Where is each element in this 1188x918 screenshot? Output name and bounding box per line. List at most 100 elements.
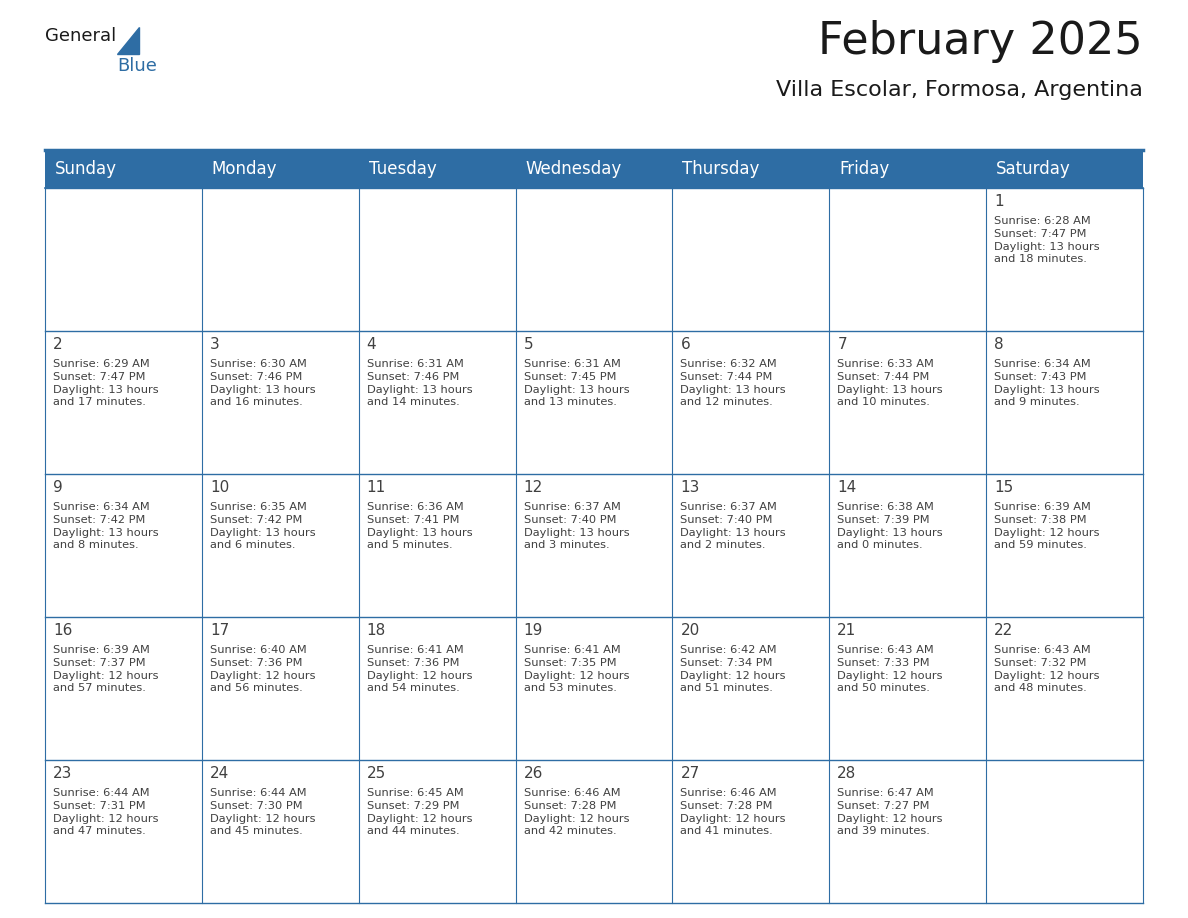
Text: Sunrise: 6:34 AM
Sunset: 7:43 PM
Daylight: 13 hours
and 9 minutes.: Sunrise: 6:34 AM Sunset: 7:43 PM Dayligh…	[994, 359, 1100, 408]
Bar	[359, 617, 516, 760]
Text: Sunrise: 6:32 AM
Sunset: 7:44 PM
Daylight: 13 hours
and 12 minutes.: Sunrise: 6:32 AM Sunset: 7:44 PM Dayligh…	[681, 359, 786, 408]
Bar	[829, 474, 986, 617]
Text: 7: 7	[838, 337, 847, 352]
Text: Sunrise: 6:40 AM
Sunset: 7:36 PM
Daylight: 12 hours
and 56 minutes.: Sunrise: 6:40 AM Sunset: 7:36 PM Dayligh…	[210, 645, 315, 693]
Text: General: General	[45, 27, 116, 45]
Bar	[45, 150, 1143, 188]
Text: 16: 16	[53, 623, 72, 638]
Text: 20: 20	[681, 623, 700, 638]
Text: Villa Escolar, Formosa, Argentina: Villa Escolar, Formosa, Argentina	[776, 80, 1143, 100]
Text: 23: 23	[53, 766, 72, 781]
Bar	[516, 760, 672, 903]
Bar	[672, 760, 829, 903]
Text: Sunrise: 6:42 AM
Sunset: 7:34 PM
Daylight: 12 hours
and 51 minutes.: Sunrise: 6:42 AM Sunset: 7:34 PM Dayligh…	[681, 645, 786, 693]
Text: Sunrise: 6:41 AM
Sunset: 7:35 PM
Daylight: 12 hours
and 53 minutes.: Sunrise: 6:41 AM Sunset: 7:35 PM Dayligh…	[524, 645, 630, 693]
Text: Sunrise: 6:41 AM
Sunset: 7:36 PM
Daylight: 12 hours
and 54 minutes.: Sunrise: 6:41 AM Sunset: 7:36 PM Dayligh…	[367, 645, 472, 693]
Bar	[672, 188, 829, 331]
Text: 21: 21	[838, 623, 857, 638]
Text: 6: 6	[681, 337, 690, 352]
Bar	[359, 760, 516, 903]
Text: 19: 19	[524, 623, 543, 638]
Polygon shape	[116, 27, 139, 54]
Text: Blue: Blue	[116, 57, 157, 75]
Text: 27: 27	[681, 766, 700, 781]
Text: 9: 9	[53, 480, 63, 495]
Text: Friday: Friday	[839, 160, 890, 178]
Bar	[516, 188, 672, 331]
Text: Sunrise: 6:31 AM
Sunset: 7:46 PM
Daylight: 13 hours
and 14 minutes.: Sunrise: 6:31 AM Sunset: 7:46 PM Dayligh…	[367, 359, 473, 408]
Bar	[672, 331, 829, 474]
Bar	[829, 331, 986, 474]
Bar	[45, 331, 202, 474]
Bar	[829, 188, 986, 331]
Bar	[829, 760, 986, 903]
Bar	[45, 760, 202, 903]
Bar	[359, 474, 516, 617]
Text: Sunrise: 6:31 AM
Sunset: 7:45 PM
Daylight: 13 hours
and 13 minutes.: Sunrise: 6:31 AM Sunset: 7:45 PM Dayligh…	[524, 359, 630, 408]
Text: 15: 15	[994, 480, 1013, 495]
Text: 3: 3	[210, 337, 220, 352]
Bar	[986, 188, 1143, 331]
Text: Sunrise: 6:36 AM
Sunset: 7:41 PM
Daylight: 13 hours
and 5 minutes.: Sunrise: 6:36 AM Sunset: 7:41 PM Dayligh…	[367, 502, 473, 551]
Text: Sunrise: 6:39 AM
Sunset: 7:37 PM
Daylight: 12 hours
and 57 minutes.: Sunrise: 6:39 AM Sunset: 7:37 PM Dayligh…	[53, 645, 158, 693]
Text: Wednesday: Wednesday	[525, 160, 621, 178]
Text: Sunrise: 6:47 AM
Sunset: 7:27 PM
Daylight: 12 hours
and 39 minutes.: Sunrise: 6:47 AM Sunset: 7:27 PM Dayligh…	[838, 788, 943, 836]
Bar	[672, 474, 829, 617]
Bar	[516, 474, 672, 617]
Bar	[45, 188, 202, 331]
Text: Sunday: Sunday	[55, 160, 116, 178]
Text: Thursday: Thursday	[682, 160, 760, 178]
Bar	[359, 331, 516, 474]
Text: Sunrise: 6:43 AM
Sunset: 7:33 PM
Daylight: 12 hours
and 50 minutes.: Sunrise: 6:43 AM Sunset: 7:33 PM Dayligh…	[838, 645, 943, 693]
Text: Sunrise: 6:44 AM
Sunset: 7:30 PM
Daylight: 12 hours
and 45 minutes.: Sunrise: 6:44 AM Sunset: 7:30 PM Dayligh…	[210, 788, 315, 836]
Text: 24: 24	[210, 766, 229, 781]
Text: Monday: Monday	[211, 160, 277, 178]
Text: Sunrise: 6:43 AM
Sunset: 7:32 PM
Daylight: 12 hours
and 48 minutes.: Sunrise: 6:43 AM Sunset: 7:32 PM Dayligh…	[994, 645, 1100, 693]
Text: Sunrise: 6:34 AM
Sunset: 7:42 PM
Daylight: 13 hours
and 8 minutes.: Sunrise: 6:34 AM Sunset: 7:42 PM Dayligh…	[53, 502, 159, 551]
Text: Sunrise: 6:28 AM
Sunset: 7:47 PM
Daylight: 13 hours
and 18 minutes.: Sunrise: 6:28 AM Sunset: 7:47 PM Dayligh…	[994, 216, 1100, 264]
Text: Sunrise: 6:46 AM
Sunset: 7:28 PM
Daylight: 12 hours
and 41 minutes.: Sunrise: 6:46 AM Sunset: 7:28 PM Dayligh…	[681, 788, 786, 836]
Text: 12: 12	[524, 480, 543, 495]
Bar	[516, 617, 672, 760]
Bar	[986, 474, 1143, 617]
Text: 28: 28	[838, 766, 857, 781]
Text: 13: 13	[681, 480, 700, 495]
Text: 5: 5	[524, 337, 533, 352]
Text: Sunrise: 6:35 AM
Sunset: 7:42 PM
Daylight: 13 hours
and 6 minutes.: Sunrise: 6:35 AM Sunset: 7:42 PM Dayligh…	[210, 502, 316, 551]
Text: Tuesday: Tuesday	[368, 160, 436, 178]
Bar	[986, 617, 1143, 760]
Text: 1: 1	[994, 194, 1004, 209]
Text: Sunrise: 6:37 AM
Sunset: 7:40 PM
Daylight: 13 hours
and 3 minutes.: Sunrise: 6:37 AM Sunset: 7:40 PM Dayligh…	[524, 502, 630, 551]
Bar	[202, 331, 359, 474]
Text: Sunrise: 6:37 AM
Sunset: 7:40 PM
Daylight: 13 hours
and 2 minutes.: Sunrise: 6:37 AM Sunset: 7:40 PM Dayligh…	[681, 502, 786, 551]
Bar	[516, 331, 672, 474]
Bar	[986, 331, 1143, 474]
Text: Sunrise: 6:39 AM
Sunset: 7:38 PM
Daylight: 12 hours
and 59 minutes.: Sunrise: 6:39 AM Sunset: 7:38 PM Dayligh…	[994, 502, 1100, 551]
Bar	[359, 188, 516, 331]
Text: Sunrise: 6:30 AM
Sunset: 7:46 PM
Daylight: 13 hours
and 16 minutes.: Sunrise: 6:30 AM Sunset: 7:46 PM Dayligh…	[210, 359, 316, 408]
Bar	[986, 760, 1143, 903]
Bar	[202, 617, 359, 760]
Text: February 2025: February 2025	[819, 20, 1143, 63]
Text: 10: 10	[210, 480, 229, 495]
Text: 11: 11	[367, 480, 386, 495]
Text: 14: 14	[838, 480, 857, 495]
Text: Sunrise: 6:29 AM
Sunset: 7:47 PM
Daylight: 13 hours
and 17 minutes.: Sunrise: 6:29 AM Sunset: 7:47 PM Dayligh…	[53, 359, 159, 408]
Bar	[829, 617, 986, 760]
Text: Sunrise: 6:33 AM
Sunset: 7:44 PM
Daylight: 13 hours
and 10 minutes.: Sunrise: 6:33 AM Sunset: 7:44 PM Dayligh…	[838, 359, 943, 408]
Text: Sunrise: 6:45 AM
Sunset: 7:29 PM
Daylight: 12 hours
and 44 minutes.: Sunrise: 6:45 AM Sunset: 7:29 PM Dayligh…	[367, 788, 472, 836]
Text: 22: 22	[994, 623, 1013, 638]
Text: 4: 4	[367, 337, 377, 352]
Bar	[45, 474, 202, 617]
Text: Saturday: Saturday	[997, 160, 1070, 178]
Text: 2: 2	[53, 337, 63, 352]
Bar	[672, 617, 829, 760]
Text: Sunrise: 6:38 AM
Sunset: 7:39 PM
Daylight: 13 hours
and 0 minutes.: Sunrise: 6:38 AM Sunset: 7:39 PM Dayligh…	[838, 502, 943, 551]
Bar	[202, 188, 359, 331]
Text: 17: 17	[210, 623, 229, 638]
Text: 8: 8	[994, 337, 1004, 352]
Bar	[45, 617, 202, 760]
Text: Sunrise: 6:44 AM
Sunset: 7:31 PM
Daylight: 12 hours
and 47 minutes.: Sunrise: 6:44 AM Sunset: 7:31 PM Dayligh…	[53, 788, 158, 836]
Bar	[202, 760, 359, 903]
Text: 18: 18	[367, 623, 386, 638]
